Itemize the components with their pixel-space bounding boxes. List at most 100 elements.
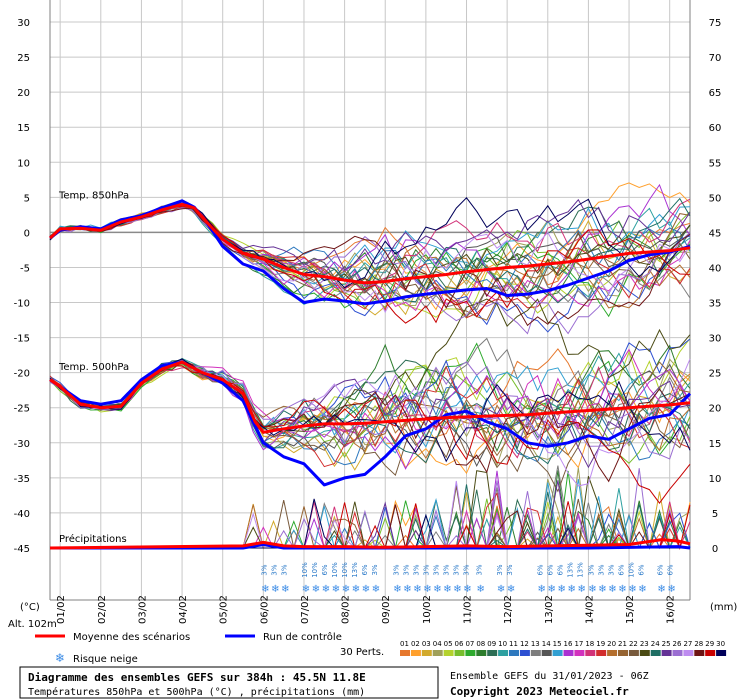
pert-color-swatch	[476, 650, 487, 656]
right-axis-unit: (mm)	[710, 602, 737, 613]
left-tick-label: 30	[17, 18, 30, 29]
snow-percent-label: 6%	[361, 564, 369, 575]
snowflake-icon: ❄	[453, 584, 461, 595]
snow-percent-label: 3%	[260, 564, 268, 575]
left-tick-label: 5	[24, 193, 30, 204]
snowflake-icon: ❄	[588, 584, 596, 595]
snow-percent-label: 3%	[506, 564, 514, 575]
snowflake-icon: ❄	[638, 584, 646, 595]
mean-line-t850	[49, 202, 691, 285]
pert-color-swatch	[487, 650, 498, 656]
legend-control-label: Run de contrôle	[263, 631, 342, 643]
pert-number: 12	[520, 640, 529, 648]
snow-percent-label: 6%	[547, 564, 555, 575]
x-tick-label: 11/02	[463, 595, 474, 624]
snowflake-icon: ❄	[362, 584, 370, 595]
pert-color-swatch	[650, 650, 661, 656]
pert-color-swatch	[541, 650, 552, 656]
pert-number: 29	[705, 640, 714, 648]
x-tick-label: 04/02	[178, 595, 189, 624]
snow-percent-label: 3%	[442, 564, 450, 575]
chart-grid	[49, 0, 691, 601]
pert-color-swatch	[585, 650, 596, 656]
pert-number: 18	[585, 640, 594, 648]
snow-percent-label: 6%	[537, 564, 545, 575]
right-tick-label: 5	[712, 509, 718, 520]
pert-number: 04	[433, 640, 442, 648]
snow-percent-label: 3%	[412, 564, 420, 575]
right-tick-label: 0	[712, 544, 718, 555]
panel-label-t500: Temp. 500hPa	[58, 362, 129, 373]
left-tick-label: -15	[14, 334, 30, 345]
x-tick-label: 13/02	[544, 595, 555, 624]
snowflake-icon: ❄	[657, 584, 665, 595]
pert-number: 22	[629, 640, 638, 648]
snow-percent-label: 3%	[402, 564, 410, 575]
pert-number: 10	[498, 640, 507, 648]
snow-percent-label: 6%	[321, 564, 329, 575]
snowflake-icon: ❄	[477, 584, 485, 595]
pert-color-swatch	[421, 650, 432, 656]
snow-percent-label: 3%	[392, 564, 400, 575]
right-tick-label: 25	[709, 369, 722, 380]
main-series	[49, 199, 692, 550]
left-tick-label: -5	[20, 263, 30, 274]
snow-percent-label: 3%	[280, 564, 288, 575]
pert-number: 23	[640, 640, 649, 648]
copyright: Copyright 2023 Meteociel.fr	[450, 685, 629, 698]
x-tick-label: 07/02	[300, 595, 311, 624]
x-tick-label: 03/02	[137, 595, 148, 624]
pert-color-swatch	[410, 650, 421, 656]
pert-number: 25	[662, 640, 671, 648]
snowflake-icon: ❄	[497, 584, 505, 595]
snowflake-icon: ❄	[598, 584, 606, 595]
pert-number: 30	[716, 640, 725, 648]
snowflake-icon: ❄	[332, 584, 340, 595]
snow-percent-label: 3%	[422, 564, 430, 575]
legend-mean-label: Moyenne des scénarios	[73, 631, 190, 643]
pert-color-swatch	[639, 650, 650, 656]
right-tick-label: 55	[709, 158, 722, 169]
control-line-t500	[49, 360, 692, 487]
pert-number: 09	[487, 640, 496, 648]
snow-percent-label: 10%	[341, 562, 349, 578]
snow-percent-label: 6%	[667, 564, 675, 575]
pert-number: 02	[411, 640, 420, 648]
x-tick-label: 10/02	[422, 595, 433, 624]
right-tick-label: 30	[709, 334, 722, 345]
snow-percent-label: 10%	[301, 562, 309, 578]
pert-number: 07	[465, 640, 474, 648]
pert-number: 05	[444, 640, 453, 648]
pert-number: 15	[553, 640, 562, 648]
x-tick-label: 06/02	[259, 595, 270, 624]
altitude-label: Alt. 102m	[8, 619, 57, 630]
axis-ticks: 302520151050-5-10-15-20-25-30-35-40-4575…	[8, 18, 737, 630]
pert-color-swatch	[519, 650, 530, 656]
x-tick-label: 09/02	[381, 595, 392, 624]
snow-percent-label: 3%	[462, 564, 470, 575]
pert-color-swatch	[432, 650, 443, 656]
pert-color-swatch	[607, 650, 618, 656]
pert-color-swatch	[563, 650, 574, 656]
snow-percent-label: 13%	[567, 562, 575, 578]
left-tick-label: 15	[17, 123, 30, 134]
x-tick-label: 05/02	[219, 595, 230, 624]
snow-percent-label: 6%	[637, 564, 645, 575]
snowflake-icon: ❄	[618, 584, 626, 595]
left-tick-label: -35	[14, 474, 30, 485]
pert-color-swatch	[618, 650, 628, 656]
pert-number: 27	[683, 640, 692, 648]
legend-perts-label: 30 Perts.	[340, 647, 384, 658]
snowflake-icon: ❄	[423, 584, 431, 595]
left-tick-label: -10	[14, 299, 30, 310]
footer-title: Diagramme des ensembles GEFS sur 384h : …	[28, 671, 366, 684]
pert-line-t500	[49, 342, 691, 456]
right-tick-label: 15	[709, 439, 722, 450]
pert-color-swatch	[628, 650, 639, 656]
snowflake-icon: ❄	[302, 584, 310, 595]
chart-labels: Temp. 850hPa Temp. 500hPa Précipitations	[58, 190, 129, 545]
pert-number: 20	[607, 640, 616, 648]
pert-color-swatch	[694, 650, 705, 656]
right-tick-label: 50	[709, 193, 722, 204]
right-tick-label: 65	[709, 88, 722, 99]
